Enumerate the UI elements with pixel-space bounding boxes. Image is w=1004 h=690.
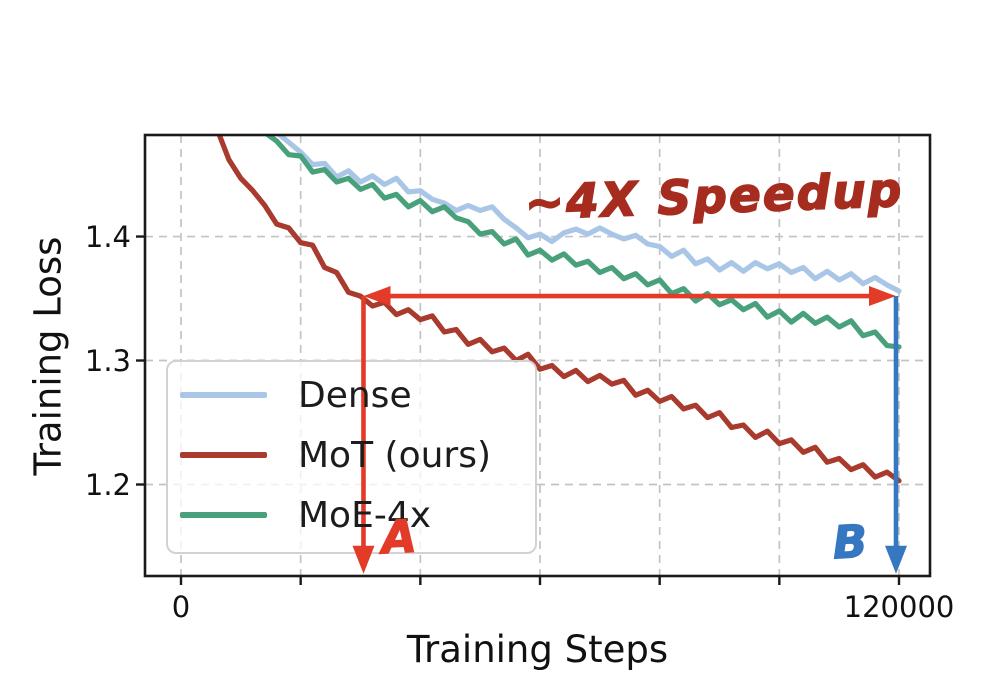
x-tick-120000: 120000 <box>843 590 955 624</box>
plot-border <box>143 133 932 578</box>
dense-line-swatch <box>180 392 267 398</box>
legend-item-moe: MoE-4x <box>166 485 537 545</box>
moe-line-swatch <box>180 512 267 518</box>
y-tick-1.2: 1.2 <box>84 467 131 502</box>
dense-curve <box>276 136 902 294</box>
x-axis-title: Training Steps <box>406 628 669 671</box>
mot-line-swatch <box>180 452 267 458</box>
y-tick-1.3: 1.3 <box>84 343 131 378</box>
y-axis-title: Training Loss <box>26 236 70 475</box>
y-tick-1.4: 1.4 <box>84 219 131 254</box>
legend-label-dense: Dense <box>298 374 412 416</box>
legend-label-mot: MoT (ours) <box>298 434 492 476</box>
point-a-label: A <box>380 508 419 564</box>
legend-item-dense: Dense <box>166 365 537 425</box>
moe-curve <box>265 136 902 350</box>
point-b-label: B <box>831 513 869 569</box>
x-tick-0: 0 <box>171 590 191 624</box>
legend-item-mot: MoT (ours) <box>166 425 537 485</box>
legend: Dense MoT (ours) MoE-4x <box>166 360 537 545</box>
mot-curve <box>216 136 902 484</box>
